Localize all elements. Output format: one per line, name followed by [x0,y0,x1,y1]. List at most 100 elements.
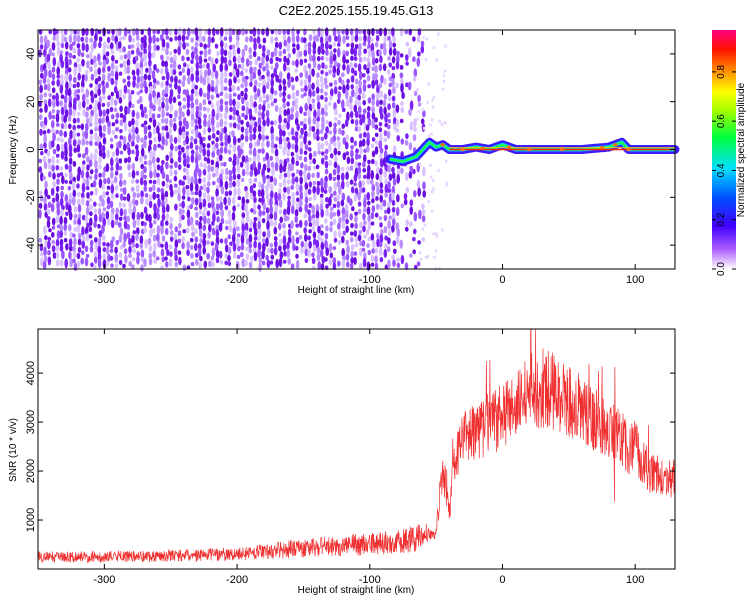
spectrogram-cell [341,72,345,78]
spectrogram-cell [261,125,265,135]
spectrogram-cell [328,35,332,43]
spectrogram-cell [316,185,320,196]
spectrogram-cell [131,109,136,118]
spectrogram-cell [186,68,191,77]
spectrogram-cell [119,172,123,180]
spectrogram-cell [324,27,329,37]
spectrogram-cell [161,192,165,202]
spectrogram-cell [320,82,325,89]
spectrogram-cell [269,175,274,183]
spectrogram-cell [278,114,282,124]
spectrogram-cell [207,202,212,209]
spectrogram-cell [405,61,409,66]
spectrogram-cell [52,252,57,259]
spectrogram-cell [143,39,147,50]
spectrogram-cell [341,235,345,244]
spectrogram-cell [312,117,317,125]
spectrogram-cell [282,123,286,130]
spectrogram-cell [173,169,178,176]
spectrogram-cell [358,87,362,95]
spectrogram-cell [224,253,228,259]
spectrogram-cell [248,157,252,162]
spectrogram-cell [320,94,324,100]
spectrogram-cell [110,114,115,120]
spectrogram-cell [149,170,153,179]
spectrogram-cell [427,134,431,138]
spectrogram-cell [198,202,203,210]
spectrogram-cell [194,191,199,196]
spectrogram-cell [216,121,220,129]
spectrogram-cell [307,172,311,181]
spectrogram-cell [273,226,278,235]
spectrogram-cell [412,168,416,175]
spectrogram-cell [387,201,391,209]
spectrogram-cell [412,56,416,63]
spectrogram-cell [345,253,350,261]
spectrogram-cell [155,68,160,73]
spectrogram-cell [366,131,371,141]
spectrogram-cell [286,58,290,66]
spectrogram-cell [418,251,422,255]
spectrogram-cell [295,191,300,196]
spectrogram-cell [328,259,333,266]
spectrogram-cell [337,140,341,151]
spectrogram-cell [174,261,179,268]
spectrogram-cell [349,165,354,171]
spectrogram-cell [135,126,139,135]
spectrogram-cell [328,172,333,181]
spectrogram-cell [235,109,240,116]
spectrogram-cell [266,103,271,109]
spectrogram-cell [143,226,147,234]
spectrogram-cell [56,178,60,185]
spectrogram-cell [405,133,409,140]
spectrogram-cell [236,123,241,131]
spectrogram-cell [228,93,232,100]
spectrogram-cell [178,179,183,186]
spectrogram-cell [374,73,378,80]
spectrogram-cell [291,172,296,178]
spectrogram-cell [72,258,76,264]
spectrogram-cell [307,188,312,195]
spectrogram-cell [308,203,313,208]
spectrogram-cell [189,244,194,250]
spectrogram-cell [282,62,287,72]
spectrogram-cell [206,217,211,225]
spectrogram-cell [424,256,428,259]
spectrogram-cell [139,82,144,89]
spectrogram-cell [332,168,337,176]
spectrogram-cell [325,41,329,51]
spectrogram-cell [374,41,379,48]
spectrogram-cell [160,225,164,235]
spectrogram-cell [350,222,354,229]
spectrogram-cell [357,234,362,242]
spectrogram-cell [320,88,324,94]
spectrogram-cell [219,112,223,119]
spectrogram-cell [215,188,219,198]
spectrogram-cell [329,55,334,66]
spectrogram-cell [279,163,283,174]
spectrogram-cell [86,106,90,111]
spectrogram-cell [265,109,270,118]
spectrogram-cell [90,27,94,37]
x-tick-label: 100 [626,274,644,286]
spectrogram-cell [404,139,409,146]
spectrogram-cell [148,35,152,45]
spectrogram-cell [249,66,253,75]
spectrogram-cell [233,76,237,84]
spectrogram-cell [218,250,223,259]
spectrogram-cell [68,52,73,59]
spectrogram-cell [219,63,224,73]
spectrogram-cell [286,149,291,157]
spectrogram-cell [218,222,223,232]
spectrogram-cell [111,151,116,158]
spectrogram-cell [61,205,65,211]
spectrogram-cell [413,118,417,127]
spectrogram-cell [329,153,334,159]
spectrogram-cell [198,64,203,69]
spectrogram-cell [387,35,391,41]
spectrogram-cell [51,114,56,120]
spectrogram-cell [94,99,99,107]
spectrogram-cell [110,157,114,167]
spectrogram-cell [333,230,337,238]
